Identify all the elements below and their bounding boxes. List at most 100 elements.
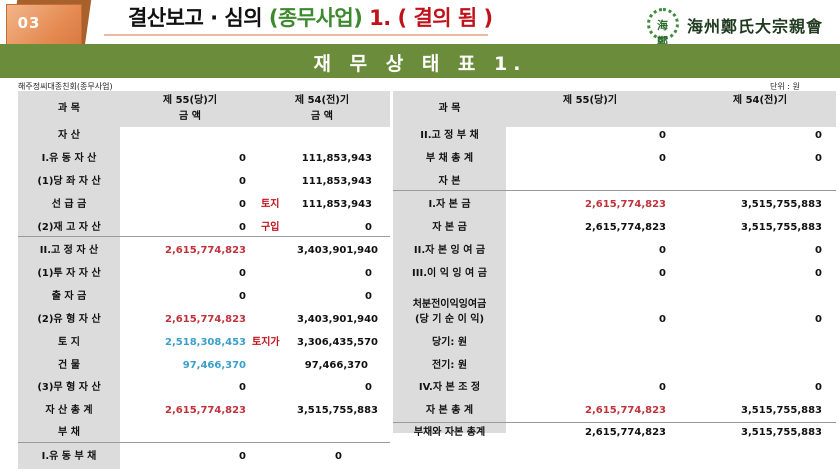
right-row-label: 전기: 원 (431, 360, 468, 371)
right-row-prior: 0 (815, 382, 822, 393)
left-row-prior: 111,853,943 (301, 153, 372, 164)
right-row-current: 0 (659, 314, 666, 325)
right-row-current: 2,615,774,823 (585, 427, 666, 438)
left-row-prior: 3,403,901,940 (297, 245, 378, 256)
right-row-label: 당기: 원 (431, 337, 468, 348)
left-prior-period-header: 제 54(전)기 (294, 95, 350, 106)
left-row-label: 자 산 (58, 130, 80, 141)
left-row-label: 선 급 금 (51, 199, 87, 210)
left-row-label: 건 물 (58, 360, 80, 371)
org-name: 海州鄭氏大宗親會 (687, 17, 824, 36)
right-row-prior: 3,515,755,883 (741, 222, 822, 233)
left-subject-header: 과 목 (58, 103, 80, 114)
right-row-label: 부채와 자본 총계 (413, 427, 486, 438)
right-row-label: II.자 본 잉 여 금 (413, 245, 486, 256)
right-row-current: 0 (659, 153, 666, 164)
left-row-prior: 97,466,370 (304, 360, 368, 371)
left-row-prior: 111,853,943 (301, 176, 372, 187)
row-divider (18, 442, 390, 443)
right-prior-period-header: 제 54(전)기 (732, 95, 788, 106)
left-row-current: 2,518,308,453 (165, 337, 246, 348)
left-row-prior: 0 (365, 268, 372, 279)
right-row-label: 자 본 총 계 (425, 405, 474, 416)
right-label-column (393, 91, 506, 433)
left-row-current: 0 (239, 291, 246, 302)
left-row-prior: 0 (365, 222, 372, 233)
left-row-current: 2,615,774,823 (165, 314, 246, 325)
right-row-current: 0 (659, 130, 666, 141)
right-row-label: I.자 본 금 (428, 199, 471, 210)
left-row-prior: 3,515,755,883 (297, 405, 378, 416)
left-current-period-header: 제 55(당)기 (162, 95, 218, 106)
left-row-label: (2)유 형 자 산 (37, 314, 101, 325)
right-row-current: 0 (659, 268, 666, 279)
emblem-icon: 海鄭 (647, 8, 679, 48)
right-row-prior: 0 (815, 153, 822, 164)
left-row-prior: 3,403,901,940 (297, 314, 378, 325)
right-row-label-sub: (당 기 순 이 익) (414, 314, 485, 325)
right-row-current: 2,615,774,823 (585, 405, 666, 416)
left-row-label: (1)당 좌 자 산 (37, 176, 101, 187)
title-category: (종무사업) (268, 6, 363, 30)
left-row-label: I.유 동 자 산 (41, 153, 97, 164)
left-row-label: I.유 동 부 채 (41, 451, 97, 462)
left-row-current: 0 (239, 382, 246, 393)
left-row-current: 0 (239, 268, 246, 279)
right-row-current: 0 (659, 245, 666, 256)
right-row-label: 처분전이익잉여금 (412, 299, 487, 310)
section-title: 재 무 상 태 표 1. (313, 53, 527, 75)
right-row-label: 자 본 금 (432, 222, 467, 233)
left-header-band (120, 91, 390, 127)
right-row-label: 부 채 총 계 (425, 153, 474, 164)
left-row-current: 0 (239, 451, 246, 462)
section-title-bar: 재 무 상 태 표 1. (0, 44, 840, 78)
right-row-prior: 0 (815, 130, 822, 141)
left-row-label: 토 지 (58, 337, 80, 348)
left-row-label: (3)무 형 자 산 (37, 382, 101, 393)
right-row-current: 2,615,774,823 (585, 222, 666, 233)
left-row-current: 97,466,370 (182, 360, 246, 371)
right-row-prior: 0 (815, 314, 822, 325)
right-row-label: IV.자 본 조 정 (418, 382, 481, 393)
left-row-note: 토지가 (252, 337, 280, 348)
left-row-prior: 111,853,943 (301, 199, 372, 210)
right-header-band (506, 91, 836, 127)
left-row-label: 출 자 금 (51, 291, 87, 302)
right-row-current: 2,615,774,823 (585, 199, 666, 210)
left-row-current: 0 (239, 199, 246, 210)
right-row-prior: 0 (815, 268, 822, 279)
right-row-prior: 0 (815, 245, 822, 256)
emblem-mark: 海鄭 (657, 19, 668, 48)
row-divider (393, 190, 836, 191)
left-row-label: (1)투 자 자 산 (37, 268, 101, 279)
title-underline (104, 34, 488, 36)
left-label-column (18, 91, 120, 469)
right-row-label: II.고 정 부 채 (420, 130, 479, 141)
left-row-current: 0 (239, 222, 246, 233)
section-number: 03 (17, 14, 41, 32)
left-row-note: 구입 (261, 222, 280, 233)
left-row-label: II.고 정 자 산 (39, 245, 99, 256)
left-row-note: 토지 (261, 199, 280, 210)
right-row-label: III.이 익 잉 여 금 (412, 268, 487, 279)
row-divider (18, 236, 390, 237)
right-row-prior: 3,515,755,883 (741, 405, 822, 416)
page-title: 결산보고 · 심의 (종무사업) 1. ( 결의 됨 ) (128, 2, 493, 32)
left-row-current: 0 (239, 176, 246, 187)
right-row-prior: 3,515,755,883 (741, 427, 822, 438)
title-main: 결산보고 · 심의 (128, 6, 263, 30)
right-row-label: 자 본 (438, 176, 461, 187)
left-current-amount-header: 금 액 (179, 111, 201, 122)
right-current-period-header: 제 55(당)기 (562, 95, 618, 106)
left-row-prior: 0 (365, 291, 372, 302)
left-prior-amount-header: 금 액 (311, 111, 333, 122)
left-row-current: 2,615,774,823 (165, 245, 246, 256)
left-row-current: 2,615,774,823 (165, 405, 246, 416)
left-row-prior: 0 (335, 451, 342, 462)
org-logo: 海鄭 海州鄭氏大宗親會 (647, 6, 837, 48)
row-divider (393, 422, 836, 423)
title-status: 1. ( 결의 됨 ) (369, 6, 493, 30)
left-row-label: (2)재 고 자 산 (37, 222, 101, 233)
left-row-prior: 0 (365, 382, 372, 393)
left-row-current: 0 (239, 153, 246, 164)
